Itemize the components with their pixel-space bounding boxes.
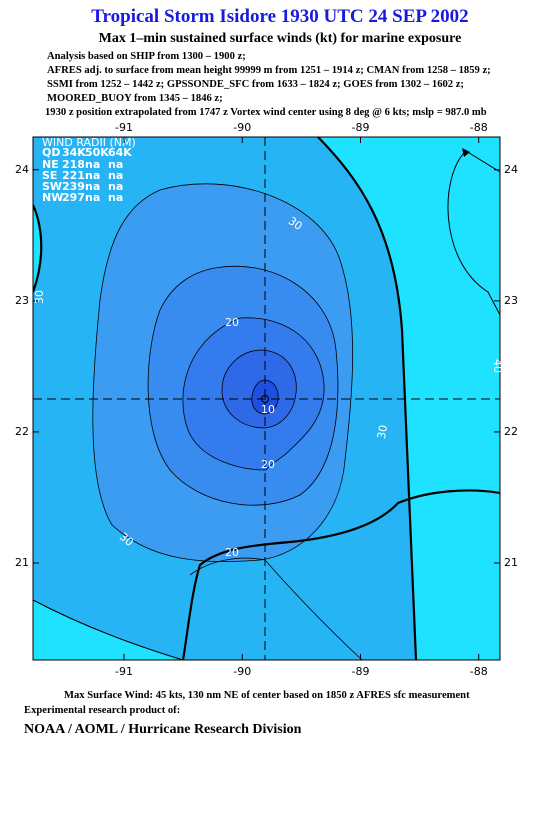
- y-tick-label-right: 24: [504, 163, 518, 176]
- radii-cell: na: [108, 180, 123, 193]
- contour-label: 30: [375, 424, 390, 440]
- radii-header: 34K: [62, 146, 86, 159]
- radii-cell: na: [85, 158, 100, 171]
- analysis-line: 1930 z position extrapolated from 1747 z…: [45, 107, 487, 118]
- radii-cell: na: [108, 169, 123, 182]
- radii-cell: na: [108, 191, 123, 204]
- y-tick-label-right: 23: [504, 294, 518, 307]
- radii-cell: SE: [42, 169, 57, 182]
- analysis-line: Analysis based on SHIP from 1300 – 1900 …: [47, 51, 246, 62]
- radii-cell: 297: [62, 191, 85, 204]
- analysis-line: AFRES adj. to surface from mean height 9…: [47, 65, 491, 76]
- organization: NOAA / AOML / Hurricane Research Divisio…: [24, 722, 302, 737]
- analysis-line: MOORED_BUOY from 1345 – 1846 z;: [47, 93, 223, 104]
- contour-label: 10: [261, 403, 275, 416]
- radii-cell: SW: [42, 180, 62, 193]
- x-tick-label-top: -90: [233, 121, 251, 134]
- x-tick-label-bottom: -88: [470, 665, 488, 678]
- radii-cell: na: [85, 169, 100, 182]
- radii-title: WIND RADII (NM): [42, 136, 136, 149]
- y-tick-label-left: 23: [15, 294, 29, 307]
- contour-label: 20: [225, 546, 239, 559]
- y-tick-label-right: 21: [504, 556, 518, 569]
- y-tick-label-right: 22: [504, 425, 518, 438]
- radii-cell: NW: [42, 191, 63, 204]
- x-tick-label-top: -89: [352, 121, 370, 134]
- contour-label: 40: [491, 359, 504, 373]
- y-tick-label-left: 21: [15, 556, 29, 569]
- radii-header: QD: [42, 146, 60, 159]
- x-tick-label-top: -91: [115, 121, 133, 134]
- contour-label: 30: [33, 290, 46, 304]
- subtitle: Max 1–min sustained surface winds (kt) f…: [98, 31, 462, 46]
- y-tick-label-left: 24: [15, 163, 29, 176]
- wind-field: [33, 137, 500, 660]
- contour-label: 20: [261, 458, 275, 471]
- x-tick-label-bottom: -91: [115, 665, 133, 678]
- title: Tropical Storm Isidore 1930 UTC 24 SEP 2…: [91, 6, 469, 27]
- radii-cell: 239: [62, 180, 85, 193]
- y-tick-label-left: 22: [15, 425, 29, 438]
- radii-header: 64K: [108, 146, 132, 159]
- radii-cell: 221: [62, 169, 85, 182]
- analysis-line: SSMI from 1252 – 1442 z; GPSSONDE_SFC fr…: [47, 79, 464, 90]
- x-tick-label-top: -88: [470, 121, 488, 134]
- radii-cell: na: [85, 180, 100, 193]
- radii-cell: 218: [62, 158, 85, 171]
- x-tick-label-bottom: -89: [352, 665, 370, 678]
- radii-cell: na: [108, 158, 123, 171]
- max-wind: Max Surface Wind: 45 kts, 130 nm NE of c…: [64, 690, 470, 701]
- x-tick-label-bottom: -90: [233, 665, 251, 678]
- credit: Experimental research product of:: [24, 705, 181, 716]
- radii-cell: na: [85, 191, 100, 204]
- radii-header: 50K: [85, 146, 109, 159]
- contour-label: 20: [225, 316, 239, 329]
- radii-cell: NE: [42, 158, 59, 171]
